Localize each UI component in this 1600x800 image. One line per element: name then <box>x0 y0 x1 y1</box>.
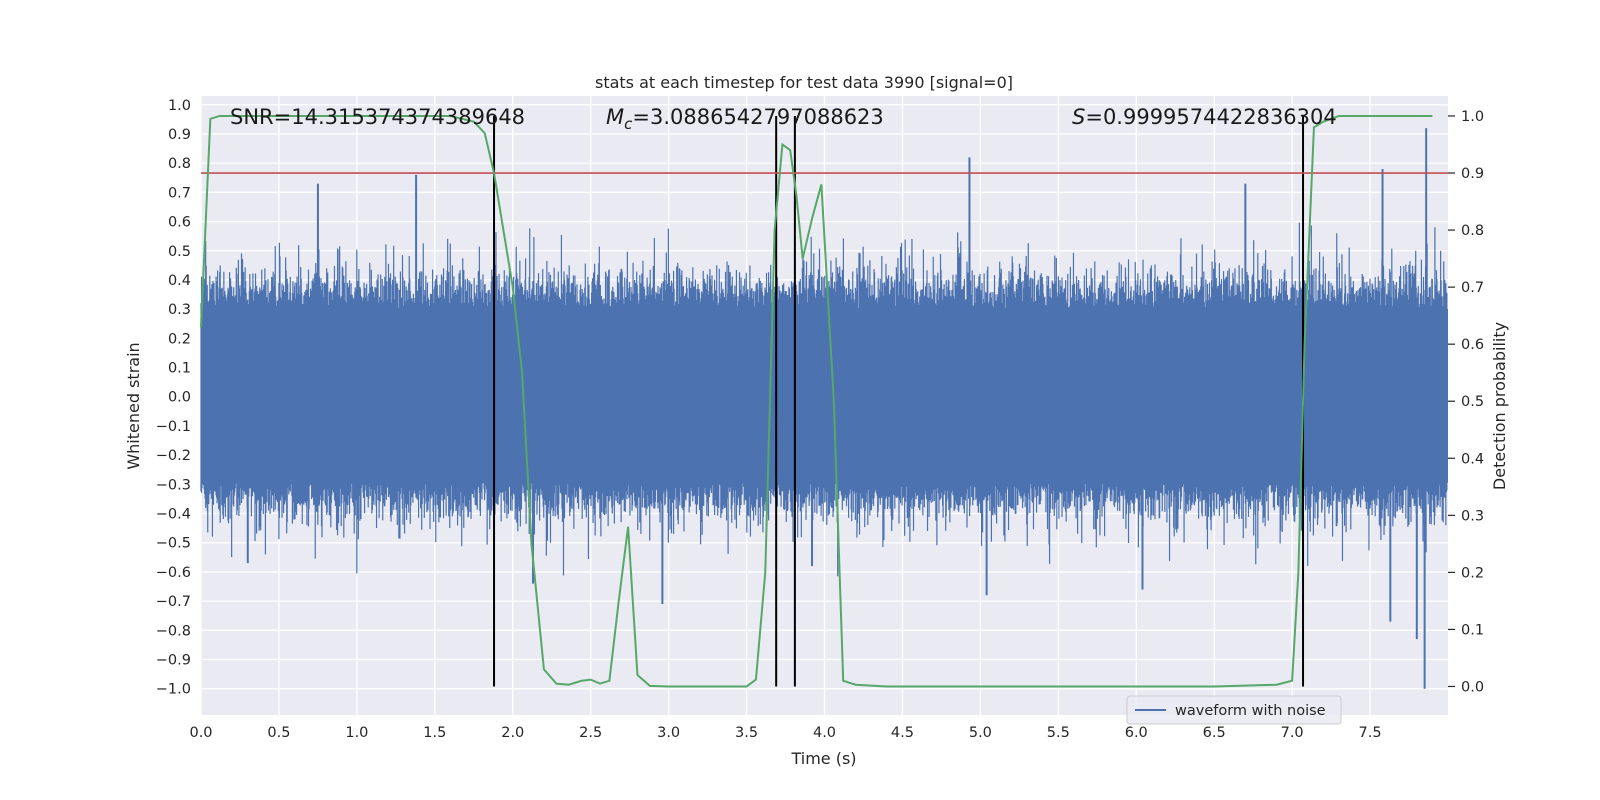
x-tick-label-9: 4.5 <box>891 725 914 741</box>
left-y-tick-label-5: 0.5 <box>168 244 191 260</box>
legend-box <box>1126 695 1342 725</box>
left-y-tick-label-4: 0.6 <box>168 215 191 231</box>
right-y-tick-label-3: 0.7 <box>1461 280 1484 296</box>
chart-title: stats at each timestep for test data 399… <box>595 73 1013 92</box>
right-y-tick-label-8: 0.2 <box>1461 565 1484 581</box>
left-y-tick-label-20: −1.0 <box>156 682 191 698</box>
left-y-tick-label-9: 0.1 <box>168 361 191 377</box>
chirp-mass-subscript: c <box>624 115 633 133</box>
left-y-tick-label-17: −0.7 <box>156 594 191 610</box>
left-y-tick-label-11: −0.1 <box>156 419 191 435</box>
legend-label-waveform: waveform with noise <box>1175 703 1326 719</box>
right-y-axis-label: Detection probability <box>1490 322 1509 490</box>
x-tick-label-1: 0.5 <box>267 725 290 741</box>
right-y-tick-label-9: 0.1 <box>1461 622 1484 638</box>
right-y-tick-label-10: 0.0 <box>1461 679 1484 695</box>
x-tick-label-6: 3.0 <box>657 725 680 741</box>
waveform-core-band <box>201 308 1448 483</box>
legend: waveform with noise <box>1126 695 1342 725</box>
left-y-tick-label-14: −0.4 <box>156 507 191 523</box>
right-y-tick-label-0: 1.0 <box>1461 109 1484 125</box>
chirp-mass-symbol: M <box>606 105 624 129</box>
left-y-tick-label-10: 0.0 <box>168 390 191 406</box>
x-tick-label-10: 5.0 <box>969 725 992 741</box>
right-y-tick-label-7: 0.3 <box>1461 508 1484 524</box>
right-y-tick-label-1: 0.9 <box>1461 166 1484 182</box>
x-tick-label-0: 0.0 <box>189 725 212 741</box>
x-tick-label-15: 7.5 <box>1359 725 1382 741</box>
chirp-mass-value: =3.0886542797088623 <box>632 105 883 129</box>
right-y-axis-ticks: 1.0 0.9 0.8 0.7 0.6 0.5 0.4 0.3 0.2 0.1 0.0 <box>1448 109 1484 695</box>
left-y-tick-label-16: −0.6 <box>156 565 191 581</box>
x-tick-label-8: 4.0 <box>813 725 836 741</box>
x-tick-label-2: 1.0 <box>345 725 368 741</box>
left-y-axis-label: Whitened strain <box>124 342 143 469</box>
left-y-tick-label-12: −0.2 <box>156 448 191 464</box>
left-y-tick-label-7: 0.3 <box>168 302 191 318</box>
snr-annotation: SNR=14.315374374389648 <box>230 105 525 129</box>
left-y-tick-label-8: 0.2 <box>168 331 191 347</box>
left-y-tick-label-15: −0.5 <box>156 536 191 552</box>
right-y-tick-label-5: 0.5 <box>1461 394 1484 410</box>
right-y-tick-label-4: 0.6 <box>1461 337 1484 353</box>
left-y-tick-label-0: 1.0 <box>168 98 191 114</box>
x-tick-label-7: 3.5 <box>735 725 758 741</box>
waveform-series <box>200 128 1448 689</box>
left-y-tick-label-19: −0.9 <box>156 653 191 669</box>
x-tick-label-3: 1.5 <box>423 725 446 741</box>
significance-symbol: S <box>1072 105 1085 129</box>
left-y-tick-label-1: 0.9 <box>168 127 191 143</box>
left-y-tick-label-13: −0.3 <box>156 477 191 493</box>
significance-value: =0.9999574422836304 <box>1085 105 1336 129</box>
left-y-tick-label-6: 0.4 <box>168 273 191 289</box>
right-y-tick-label-6: 0.4 <box>1461 451 1484 467</box>
left-y-axis-ticks: 1.0 0.9 0.8 0.7 0.6 0.5 0.4 0.3 0.2 0.1 0.0 −0.1 −0.… <box>156 98 191 698</box>
left-y-tick-label-18: −0.8 <box>156 623 191 639</box>
right-y-tick-label-2: 0.8 <box>1461 223 1484 239</box>
x-tick-label-4: 2.0 <box>501 725 524 741</box>
x-tick-label-12: 6.0 <box>1125 725 1148 741</box>
left-y-tick-label-3: 0.7 <box>168 185 191 201</box>
left-y-tick-label-2: 0.8 <box>168 156 191 172</box>
x-axis-label: Time (s) <box>790 749 856 768</box>
chirp-mass-annotation: Mc=3.0886542797088623 <box>606 105 884 133</box>
x-tick-label-13: 6.5 <box>1203 725 1226 741</box>
significance-annotation: S=0.9999574422836304 <box>1072 105 1337 129</box>
x-axis-ticks: 0.0 0.5 1.0 1.5 2.0 2.5 3.0 3.5 4.0 4.5 5.0 5.5 6.0 6… <box>189 725 1381 741</box>
x-tick-label-5: 2.5 <box>579 725 602 741</box>
x-tick-label-11: 5.5 <box>1047 725 1070 741</box>
x-tick-label-14: 7.0 <box>1281 725 1304 741</box>
detection-probability-line <box>200 114 1433 688</box>
